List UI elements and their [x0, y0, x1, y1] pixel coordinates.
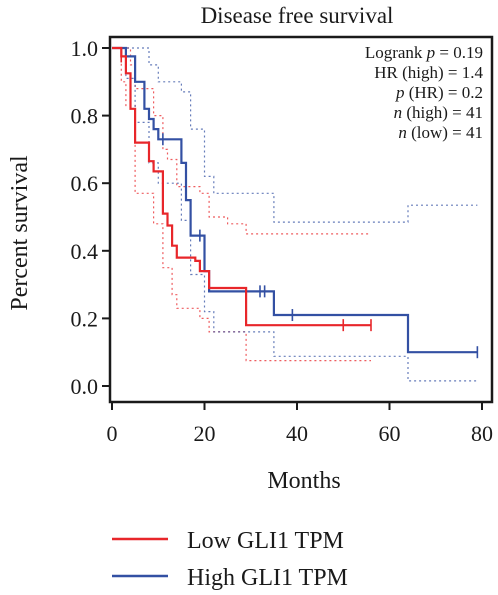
- ci-lower-high: [112, 47, 478, 382]
- survival-curve-high: [112, 46, 478, 354]
- x-tick-label: 0: [107, 421, 118, 446]
- y-axis-label: Percent survival: [7, 155, 33, 311]
- y-tick-label: 0.4: [71, 239, 99, 264]
- x-tick-label: 20: [194, 421, 216, 446]
- y-tick-label: 0.6: [71, 171, 99, 196]
- y-axis: 0.0 0.2 0.4 0.6 0.8 1.0: [71, 36, 110, 399]
- x-axis: 0 20 40 60 80: [107, 402, 493, 446]
- annotation-line: n (high) = 41: [394, 103, 483, 122]
- chart-title: Disease free survival: [201, 3, 394, 28]
- confidence-bands: [112, 47, 478, 382]
- legend-label: High GLI1 TPM: [187, 565, 348, 591]
- y-tick-label: 1.0: [71, 36, 99, 61]
- plot-frame: [108, 35, 494, 404]
- ci-upper-low: [112, 47, 371, 235]
- annotation-line: n (low) = 41: [398, 123, 483, 142]
- annotation-line: HR (high) = 1.4: [374, 63, 483, 82]
- legend: Low GLI1 TPM High GLI1 TPM: [112, 528, 348, 591]
- ci-upper-high: [112, 47, 478, 223]
- y-tick-label: 0.2: [71, 306, 99, 331]
- plot-area: [108, 35, 494, 404]
- x-tick-label: 80: [471, 421, 493, 446]
- x-tick-label: 40: [286, 421, 308, 446]
- ci-lower-low: [112, 47, 371, 362]
- survival-curve-low: [112, 46, 371, 327]
- legend-label: Low GLI1 TPM: [187, 528, 344, 554]
- survival-curves: [112, 46, 478, 354]
- x-tick-label: 60: [379, 421, 401, 446]
- annotation-line: p (HR) = 0.2: [395, 83, 483, 102]
- annotation-line: Logrank p = 0.19: [365, 43, 483, 62]
- censor-marks: [120, 50, 479, 359]
- x-axis-label: Months: [267, 468, 340, 494]
- y-tick-label: 0.8: [71, 104, 99, 129]
- y-tick-label: 0.0: [71, 374, 99, 399]
